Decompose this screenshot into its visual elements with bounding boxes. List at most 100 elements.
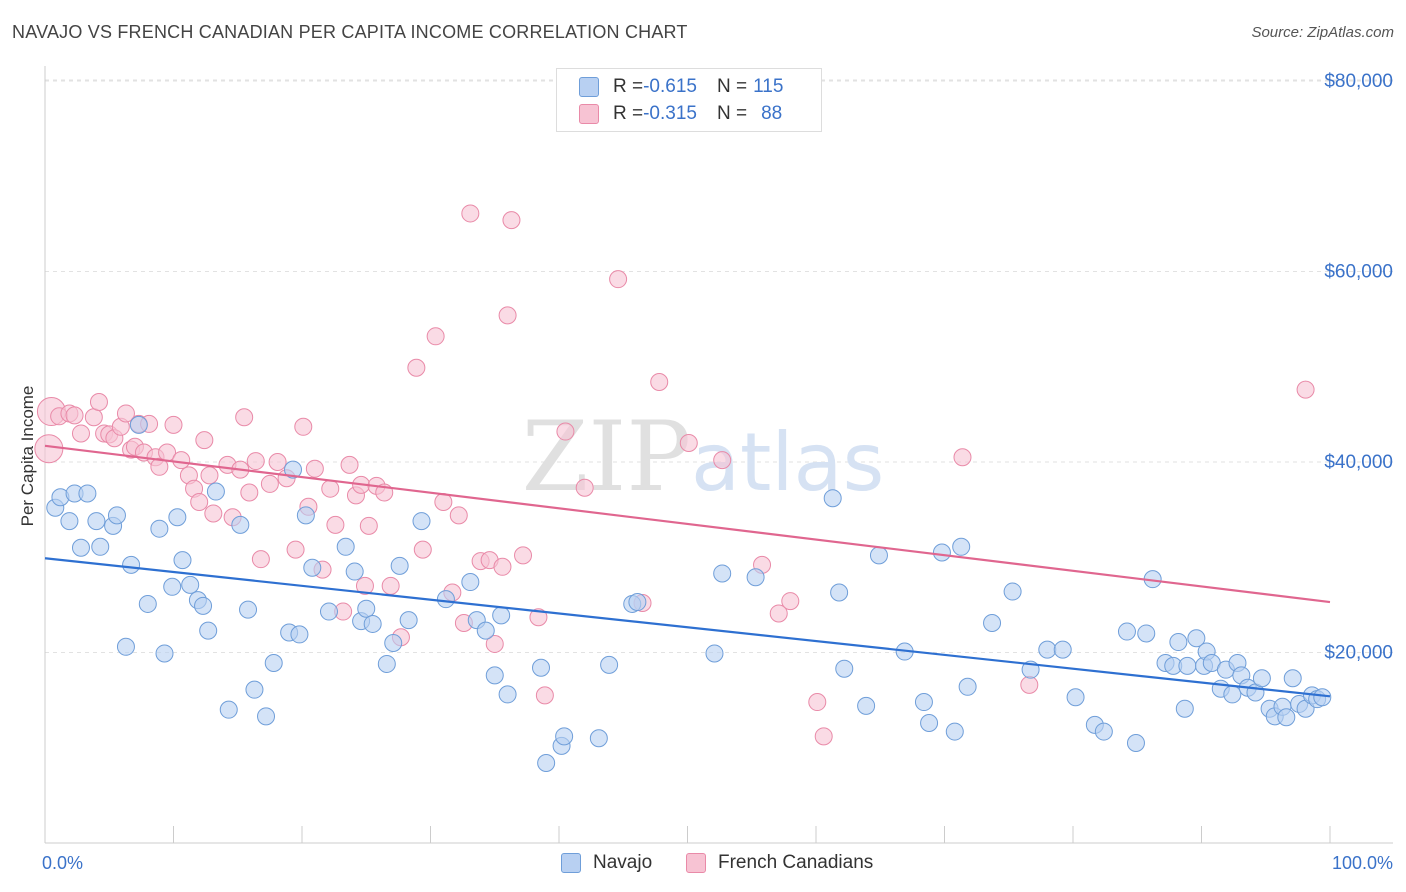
navajo-point (857, 696, 876, 715)
french-canadians-point (190, 493, 209, 512)
french-canadians-point (461, 204, 480, 223)
y-tick-label: $60,000 (1324, 262, 1393, 283)
french-canadians-swatch (686, 853, 706, 873)
y-tick-label: $80,000 (1324, 71, 1393, 92)
navajo-point (284, 460, 303, 479)
legend-label-navajo: Navajo (593, 852, 653, 873)
navajo-point (835, 659, 854, 678)
navajo-point (319, 602, 338, 621)
french-canadians-point (953, 448, 972, 467)
french-canadians-point (268, 453, 287, 472)
navajo-point (384, 633, 403, 652)
french-canadians-point (321, 479, 340, 498)
french-canadians-point (426, 327, 445, 346)
navajo-point (91, 537, 110, 556)
french-canadians-point (808, 693, 827, 712)
navajo-point (914, 693, 933, 712)
navajo-point (920, 713, 939, 732)
navajo-point (357, 599, 376, 618)
navajo-point (219, 700, 238, 719)
navajo-point (245, 680, 264, 699)
navajo-point (60, 512, 79, 531)
navajo-point (1223, 685, 1242, 704)
navajo-point (78, 484, 97, 503)
navajo-point (1175, 699, 1194, 718)
legend-label-french-canadians: French Canadians (718, 852, 874, 873)
navajo-point (1094, 722, 1113, 741)
navajo-point (199, 621, 218, 640)
french-canadians-point (449, 506, 468, 525)
navajo-point (1187, 629, 1206, 648)
french-canadians-point (235, 408, 254, 427)
series-legend: Navajo French Canadians (0, 852, 1406, 878)
french-canadians-point (34, 434, 64, 464)
navajo-point (952, 537, 971, 556)
navajo-point (1117, 622, 1136, 641)
french-canadians-trend-line (44, 444, 1331, 604)
french-canadians-swatch (579, 104, 599, 124)
navajo-point (107, 506, 126, 525)
navajo-point (155, 644, 174, 663)
points-layer (34, 204, 1332, 772)
r-value: -0.615 (643, 76, 697, 97)
navajo-point (290, 625, 309, 644)
french-canadians-point (71, 424, 90, 443)
french-canadians-point (609, 270, 628, 289)
legend-item-french-canadians: French Canadians (686, 852, 873, 874)
y-tick-labels: $20,000 $40,000 $60,000 $80,000 (1324, 71, 1393, 663)
french-canadians-point (326, 515, 345, 534)
french-canadians-point (204, 504, 223, 523)
french-canadians-point (150, 457, 169, 476)
legend-row-navajo: R = -0.615 N = 115 (579, 75, 783, 99)
navajo-point (705, 644, 724, 663)
french-canadians-point (240, 483, 259, 502)
navajo-point (138, 594, 157, 613)
navajo-swatch (579, 77, 599, 97)
navajo-point (363, 614, 382, 633)
x-tick-label-max: 100.0% (1331, 853, 1393, 873)
french-canadians-point (407, 358, 426, 377)
french-canadians-point (294, 417, 313, 436)
navajo-point (1277, 708, 1296, 727)
french-canadians-point (340, 455, 359, 474)
r-label: R = (613, 76, 644, 97)
french-canadians-point (502, 211, 521, 230)
navajo-point (87, 512, 106, 531)
navajo-point (163, 577, 182, 596)
navajo-point (628, 593, 647, 612)
french-canadians-point (195, 431, 214, 450)
correlation-legend: R = -0.615 N = 115 R = -0.315 N = 88 (556, 68, 822, 132)
navajo-point (206, 482, 225, 501)
french-canadians-point (1296, 380, 1315, 399)
french-canadians-point (713, 451, 732, 470)
navajo-point (830, 583, 849, 602)
x-tick-label-min: 0.0% (42, 853, 84, 873)
navajo-point (537, 753, 556, 772)
navajo-point (1137, 624, 1156, 643)
french-canadians-point (413, 540, 432, 559)
navajo-point (436, 590, 455, 609)
navajo-point (713, 564, 732, 583)
navajo-point (1252, 669, 1271, 688)
legend-item-navajo: Navajo (561, 852, 652, 874)
navajo-point (239, 600, 258, 619)
n-label: N = (716, 103, 748, 124)
french-canadians-point (781, 592, 800, 611)
french-canadians-point (251, 550, 270, 569)
y-tick-label: $40,000 (1324, 452, 1393, 473)
navajo-point (589, 729, 608, 748)
french-canadians-point (514, 546, 533, 565)
r-value: -0.315 (643, 103, 697, 124)
legend-row-french-canadians: R = -0.315 N = 88 (579, 102, 782, 126)
french-canadians-point (575, 478, 594, 497)
n-value: 88 (761, 103, 783, 124)
navajo-point (345, 562, 364, 581)
navajo-swatch (561, 853, 581, 873)
french-canadians-point (535, 686, 554, 705)
navajo-point (390, 556, 409, 575)
french-canadians-point (116, 404, 135, 423)
navajo-point (150, 519, 169, 538)
navajo-trend-line (44, 557, 1331, 698)
navajo-point (173, 551, 192, 570)
navajo-point (412, 512, 431, 531)
